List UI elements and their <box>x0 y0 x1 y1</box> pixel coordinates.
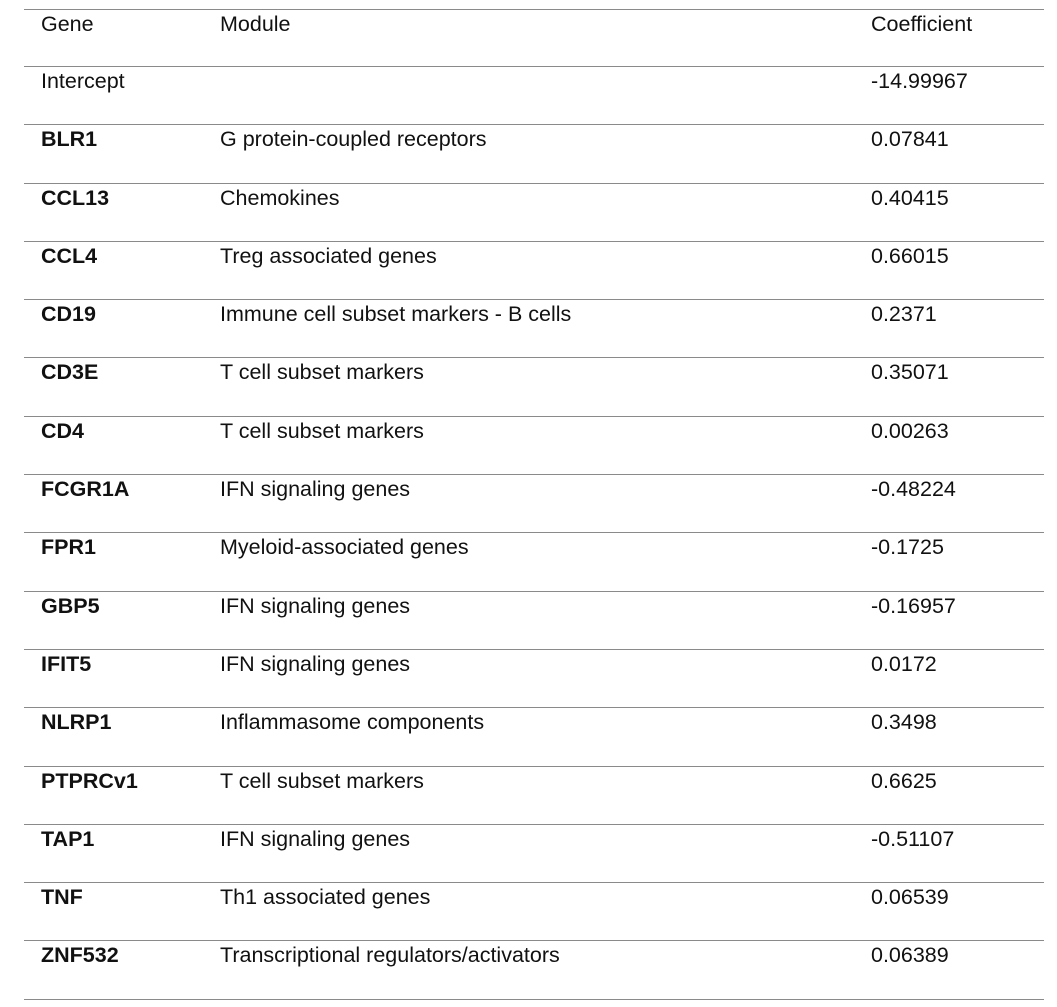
table-row: CCL13 Chemokines 0.40415 <box>24 182 1044 242</box>
table-row: GBP5 IFN signaling genes -0.16957 <box>24 590 1044 650</box>
module-cell: T cell subset markers <box>202 765 854 825</box>
coefficient-cell: -0.51107 <box>854 823 1044 883</box>
table-row: ZNF532 Transcriptional regulators/activat… <box>24 940 1044 1000</box>
coefficient-cell: 0.2371 <box>854 299 1044 358</box>
module-cell: Transcriptional regulators/activators <box>202 940 854 1000</box>
coefficient-cell: -0.48224 <box>854 474 1044 533</box>
header-gene: Gene <box>24 9 202 67</box>
module-cell: Treg associated genes <box>202 240 854 300</box>
table-row: BLR1 G protein-coupled receptors 0.07841 <box>24 124 1044 184</box>
table-row: FCGR1A IFN signaling genes -0.48224 <box>24 474 1044 533</box>
module-cell: T cell subset markers <box>202 415 854 475</box>
coefficient-cell: 0.00263 <box>854 415 1044 475</box>
gene-cell: FCGR1A <box>24 474 202 533</box>
gene-cell: TAP1 <box>24 823 202 883</box>
gene-cell: CCL13 <box>24 182 202 242</box>
module-cell <box>202 65 854 125</box>
table-row: NLRP1 Inflammasome components 0.3498 <box>24 707 1044 767</box>
gene-cell: ZNF532 <box>24 940 202 1000</box>
coefficient-cell: 0.07841 <box>854 124 1044 184</box>
table-row: IFIT5 IFN signaling genes 0.0172 <box>24 648 1044 708</box>
module-cell: IFN signaling genes <box>202 648 854 708</box>
gene-coefficient-table: Gene Module Coefficient Intercept -14.999… <box>24 9 1044 1000</box>
table-header-row: Gene Module Coefficient <box>24 9 1044 67</box>
coefficient-cell: 0.06389 <box>854 940 1044 1000</box>
coefficient-cell: 0.40415 <box>854 182 1044 242</box>
coefficient-cell: -0.1725 <box>854 532 1044 592</box>
coefficient-cell: 0.0172 <box>854 648 1044 708</box>
header-module: Module <box>202 9 854 67</box>
module-cell: Th1 associated genes <box>202 882 854 941</box>
gene-cell: TNF <box>24 882 202 941</box>
table-row: FPR1 Myeloid-associated genes -0.1725 <box>24 532 1044 592</box>
coefficient-cell: 0.35071 <box>854 357 1044 417</box>
gene-cell: IFIT5 <box>24 648 202 708</box>
gene-cell: Intercept <box>24 65 202 125</box>
module-cell: IFN signaling genes <box>202 823 854 883</box>
table-row: TNF Th1 associated genes 0.06539 <box>24 882 1044 941</box>
gene-cell: NLRP1 <box>24 707 202 767</box>
module-cell: IFN signaling genes <box>202 474 854 533</box>
gene-cell: PTPRCv1 <box>24 765 202 825</box>
module-cell: Myeloid-associated genes <box>202 532 854 592</box>
module-cell: T cell subset markers <box>202 357 854 417</box>
coefficient-cell: 0.3498 <box>854 707 1044 767</box>
module-cell: IFN signaling genes <box>202 590 854 650</box>
table-row: CCL4 Treg associated genes 0.66015 <box>24 240 1044 300</box>
module-cell: Immune cell subset markers - B cells <box>202 299 854 358</box>
table-row: PTPRCv1 T cell subset markers 0.6625 <box>24 765 1044 825</box>
table-row: TAP1 IFN signaling genes -0.51107 <box>24 823 1044 883</box>
gene-cell: GBP5 <box>24 590 202 650</box>
gene-cell: CD4 <box>24 415 202 475</box>
header-coefficient: Coefficient <box>854 9 1044 67</box>
table-row: Intercept -14.99967 <box>24 65 1044 125</box>
coefficient-cell: 0.06539 <box>854 882 1044 941</box>
gene-cell: BLR1 <box>24 124 202 184</box>
gene-cell: CD19 <box>24 299 202 358</box>
module-cell: Chemokines <box>202 182 854 242</box>
coefficient-cell: 0.66015 <box>854 240 1044 300</box>
table-body: Intercept -14.99967 BLR1 G protein-coupled … <box>24 65 1044 1000</box>
coefficient-cell: -0.16957 <box>854 590 1044 650</box>
module-cell: Inflammasome components <box>202 707 854 767</box>
table-row: CD3E T cell subset markers 0.35071 <box>24 357 1044 417</box>
table-row: CD19 Immune cell subset markers - B cells… <box>24 299 1044 358</box>
coefficient-cell: 0.6625 <box>854 765 1044 825</box>
coefficient-cell: -14.99967 <box>854 65 1044 125</box>
table-row: CD4 T cell subset markers 0.00263 <box>24 415 1044 475</box>
gene-cell: FPR1 <box>24 532 202 592</box>
gene-cell: CD3E <box>24 357 202 417</box>
gene-cell: CCL4 <box>24 240 202 300</box>
module-cell: G protein-coupled receptors <box>202 124 854 184</box>
